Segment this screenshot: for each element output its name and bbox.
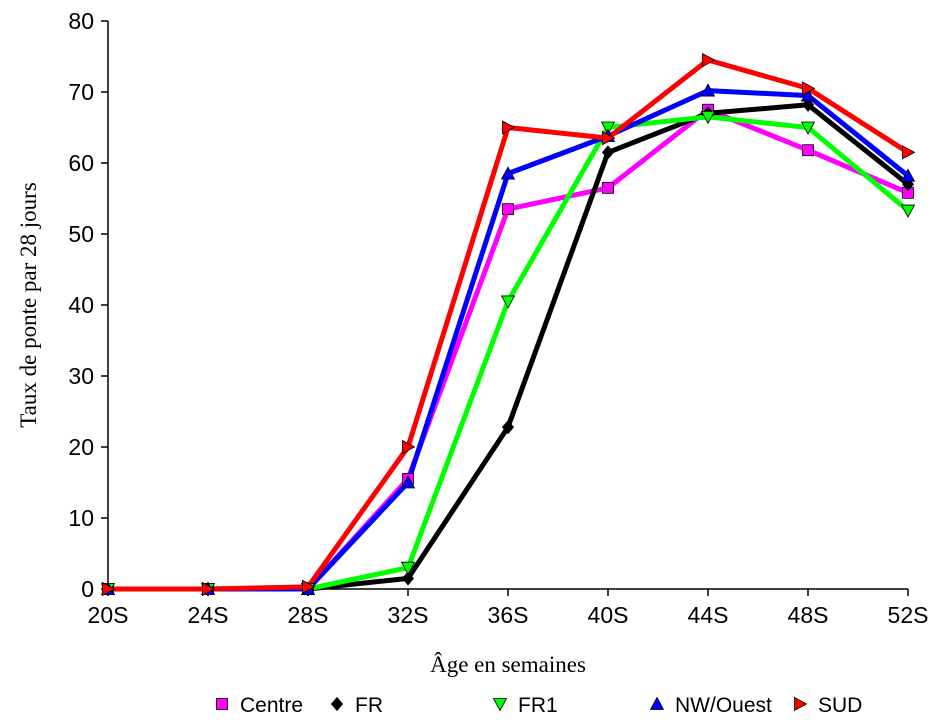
data-point-centre bbox=[602, 181, 614, 194]
data-point-sud bbox=[102, 581, 116, 597]
legend-label-nw-ouest: NW/Ouest bbox=[675, 694, 772, 717]
legend-item-centre: Centre bbox=[216, 694, 303, 717]
legend-item-fr1: FR1 bbox=[492, 694, 558, 717]
x-tick-label: 20S bbox=[88, 602, 129, 628]
data-point-sud bbox=[802, 81, 816, 96]
axes: 0 10 20 30 40 50 60 70 80 20S 24S 28S 32S 36S 40S 44S 48… bbox=[68, 8, 928, 628]
data-point-sud bbox=[702, 52, 716, 68]
legend-item-nw-ouest: NW/Ouest bbox=[649, 694, 772, 717]
data-point-fr1 bbox=[800, 121, 816, 135]
legend-label-fr: FR bbox=[355, 694, 383, 717]
x-axis-title: Âge en semaines bbox=[430, 652, 586, 677]
data-point-centre bbox=[802, 144, 814, 157]
data-point-sud bbox=[602, 130, 616, 146]
data-point-fr bbox=[601, 145, 615, 160]
data-point-nw-ouest bbox=[800, 88, 816, 102]
legend-swatch-sud bbox=[794, 696, 808, 712]
legend: Centre FR FR1 NW/Ouest SUD bbox=[216, 694, 862, 717]
y-tick-label: 20 bbox=[68, 434, 94, 460]
data-point-nw-ouest bbox=[700, 83, 716, 97]
legend-item-sud: SUD bbox=[794, 694, 862, 717]
data-point-sud bbox=[402, 439, 416, 455]
y-tick-label: 40 bbox=[68, 292, 94, 318]
legend-swatch-fr1 bbox=[492, 698, 508, 712]
series-lines bbox=[108, 57, 910, 592]
data-point-nw-ouest bbox=[400, 475, 416, 489]
x-tick-label: 36S bbox=[488, 602, 529, 628]
y-tick-label: 80 bbox=[68, 8, 94, 34]
y-tick-label: 50 bbox=[68, 221, 94, 247]
data-point-centre bbox=[502, 203, 514, 216]
data-point-fr bbox=[501, 420, 515, 435]
y-tick-label: 60 bbox=[68, 150, 94, 176]
x-tick-label: 40S bbox=[588, 602, 629, 628]
data-point-sud bbox=[202, 581, 216, 597]
legend-label-centre: Centre bbox=[240, 694, 303, 717]
legend-label-fr1: FR1 bbox=[518, 694, 558, 717]
data-point-fr1 bbox=[900, 204, 916, 218]
data-point-fr bbox=[801, 97, 815, 112]
y-tick-label: 70 bbox=[68, 79, 94, 105]
legend-label-sud: SUD bbox=[818, 694, 862, 717]
x-tick-label: 28S bbox=[288, 602, 329, 628]
y-axis-title: Taux de ponte par 28 jours bbox=[16, 182, 41, 428]
data-point-fr bbox=[401, 571, 415, 586]
data-point-sud bbox=[502, 120, 516, 135]
x-tick-label: 24S bbox=[188, 602, 229, 628]
legend-swatch-centre bbox=[216, 698, 228, 710]
series-line-fr1 bbox=[108, 114, 910, 592]
x-tick-label: 48S bbox=[788, 602, 829, 628]
y-tick-label: 10 bbox=[68, 505, 94, 531]
legend-swatch-nw-ouest bbox=[649, 696, 665, 710]
x-tick-label: 44S bbox=[688, 602, 729, 628]
data-point-fr1 bbox=[500, 295, 516, 309]
data-point-sud bbox=[902, 145, 916, 160]
legend-item-fr: FR bbox=[330, 694, 383, 717]
data-point-fr1 bbox=[700, 110, 716, 125]
data-point-nw-ouest bbox=[500, 166, 516, 180]
data-point-fr1 bbox=[600, 121, 616, 135]
data-point-nw-ouest bbox=[900, 168, 916, 182]
y-tick-label: 30 bbox=[68, 363, 94, 389]
series-line-nw-ouest bbox=[108, 88, 910, 592]
legend-swatch-fr bbox=[330, 696, 344, 712]
series-markers bbox=[100, 52, 916, 597]
x-tick-label: 52S bbox=[888, 602, 929, 628]
x-tick-label: 32S bbox=[388, 602, 429, 628]
data-point-sud bbox=[302, 579, 316, 595]
data-point-fr1 bbox=[400, 561, 416, 576]
y-tick-label: 0 bbox=[81, 576, 94, 602]
series-line-sud bbox=[108, 57, 910, 592]
